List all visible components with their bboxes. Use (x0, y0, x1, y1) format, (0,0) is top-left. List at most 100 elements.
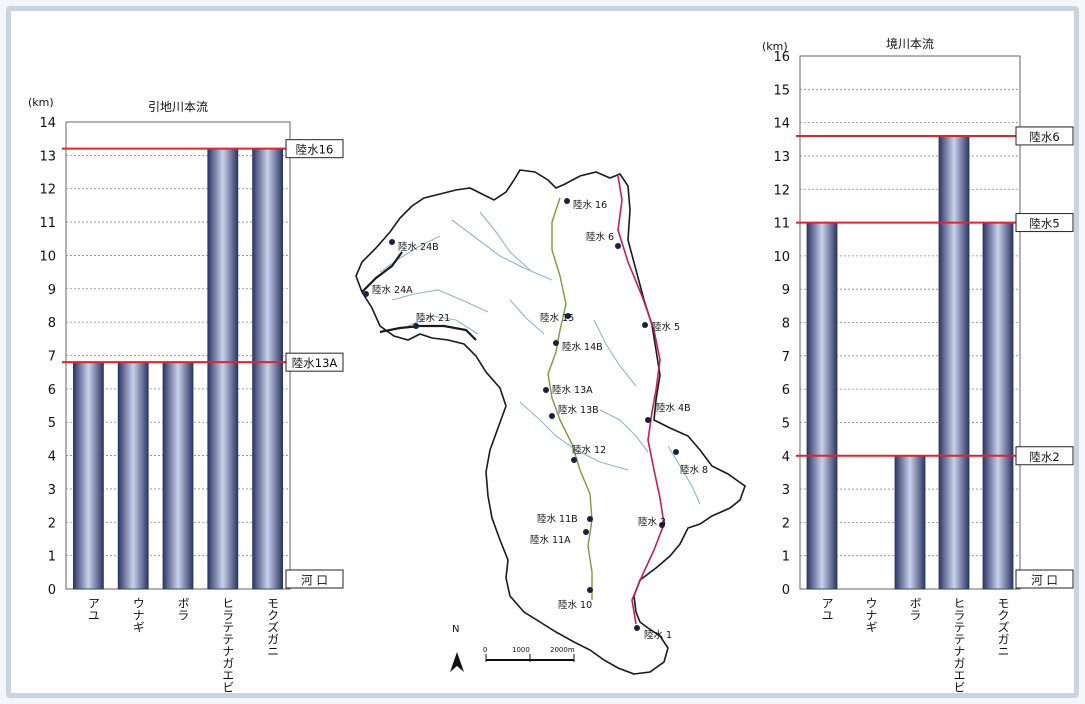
y-tick-label: 4 (782, 450, 790, 465)
site-marker (673, 449, 679, 455)
site-marker (389, 239, 395, 245)
x-tick-label: モクズガニ (996, 597, 1010, 657)
origin-label: 河 口 (301, 573, 328, 587)
site-label: 陸水 16 (573, 199, 607, 211)
scale-bar: 0 1000 2000m (483, 646, 575, 662)
site-label: 陸水 14B (562, 341, 603, 353)
x-tick-label: ヒラテテナガエビ (221, 597, 235, 693)
x-tick-label: ヒラテテナガエビ (952, 597, 966, 693)
site-label: 陸水 24A (372, 284, 413, 296)
river-sakai (617, 175, 665, 625)
bar (938, 135, 970, 590)
reference-label-box (285, 352, 344, 372)
site-label: 陸水 4B (656, 402, 691, 414)
chart-title: 境川本流 (886, 36, 934, 51)
site-label: 陸水 10 (558, 599, 592, 611)
river-map: 陸水 16 陸水 6 陸水 24B 陸水 24A 陸水 21 陸水 15 陸水 5 陸水 14… (355, 169, 746, 675)
site-marker (549, 413, 555, 419)
reference-label: 陸水13A (292, 356, 338, 370)
x-tick-label: ウナギ (864, 597, 878, 633)
y-tick-label: 12 (39, 183, 56, 198)
site-marker (413, 323, 419, 329)
y-axis-unit: (km) (28, 96, 54, 109)
north-arrow-icon (450, 652, 464, 672)
y-tick-label: 7 (48, 350, 56, 365)
y-tick-label: 3 (782, 483, 790, 498)
chart-title: 引地川本流 (148, 100, 208, 114)
site-label: 陸水 11A (530, 534, 571, 546)
scale-label-2000: 2000m (550, 646, 575, 654)
origin-label-box (1015, 569, 1074, 589)
y-tick-label: 0 (782, 583, 790, 598)
reference-label: 陸水5 (1029, 217, 1059, 231)
site-marker (565, 313, 571, 319)
site-label: 陸水 13B (558, 404, 599, 416)
origin-label-box (285, 569, 344, 589)
site-marker (571, 457, 577, 463)
site-marker (645, 417, 651, 423)
reference-label-box (1015, 126, 1074, 146)
north-label: N (452, 624, 459, 635)
y-tick-label: 2 (48, 516, 56, 531)
y-tick-label: 3 (48, 483, 56, 498)
site-label: 陸水 12 (572, 444, 606, 456)
site-label: 陸水 1 (644, 629, 672, 641)
reference-label: 陸水16 (296, 143, 334, 157)
site-label: 陸水 6 (586, 231, 614, 243)
y-tick-label: 4 (48, 450, 56, 465)
site-marker (583, 529, 589, 535)
y-tick-label: 13 (39, 149, 56, 164)
y-tick-label: 2 (782, 516, 790, 531)
bar (162, 361, 194, 590)
site-marker (564, 198, 570, 204)
river-hikichi (547, 197, 593, 600)
y-tick-label: 7 (782, 350, 790, 365)
tributaries (379, 211, 701, 505)
north-arrow: N (450, 624, 464, 672)
site-marker (553, 340, 559, 346)
bar (252, 148, 284, 590)
site-marker (543, 387, 549, 393)
y-tick-label: 16 (773, 50, 790, 65)
y-tick-label: 0 (48, 583, 56, 598)
x-tick-label: アユ (820, 597, 834, 621)
y-tick-label: 14 (773, 117, 790, 132)
y-tick-label: 5 (782, 416, 790, 431)
bar (117, 361, 149, 590)
y-axis-unit: (km) (762, 40, 788, 53)
site-marker (615, 243, 621, 249)
y-tick-label: 8 (48, 316, 56, 331)
x-tick-label: モクズガニ (266, 597, 280, 657)
y-tick-label: 6 (782, 383, 790, 398)
site-label: 陸水 11B (537, 513, 578, 525)
coast-river (361, 251, 477, 341)
y-tick-label: 10 (39, 249, 56, 264)
scale-label-1000: 1000 (512, 646, 530, 654)
y-tick-label: 6 (48, 383, 56, 398)
y-tick-label: 11 (39, 216, 56, 231)
y-tick-label: 9 (782, 283, 790, 298)
reference-label: 陸水2 (1029, 450, 1059, 464)
x-tick-label: ボラ (176, 597, 190, 621)
y-tick-label: 10 (773, 250, 790, 265)
site-marker (659, 522, 665, 528)
scale-label-0: 0 (483, 646, 487, 654)
y-tick-label: 5 (48, 416, 56, 431)
origin-label: 河 口 (1031, 573, 1058, 587)
site-marker (634, 625, 640, 631)
x-tick-label: アユ (86, 597, 100, 621)
reference-label-box (1015, 213, 1074, 233)
y-tick-label: 15 (773, 83, 790, 98)
y-tick-label: 1 (782, 550, 790, 565)
x-tick-label: ウナギ (131, 597, 145, 633)
y-tick-label: 14 (39, 116, 56, 131)
site-marker (363, 291, 369, 297)
y-tick-label: 9 (48, 283, 56, 298)
reference-label-box (1015, 446, 1074, 466)
bar (894, 455, 926, 590)
bar (982, 222, 1014, 590)
site-marker (587, 516, 593, 522)
reference-label-box (285, 139, 344, 159)
